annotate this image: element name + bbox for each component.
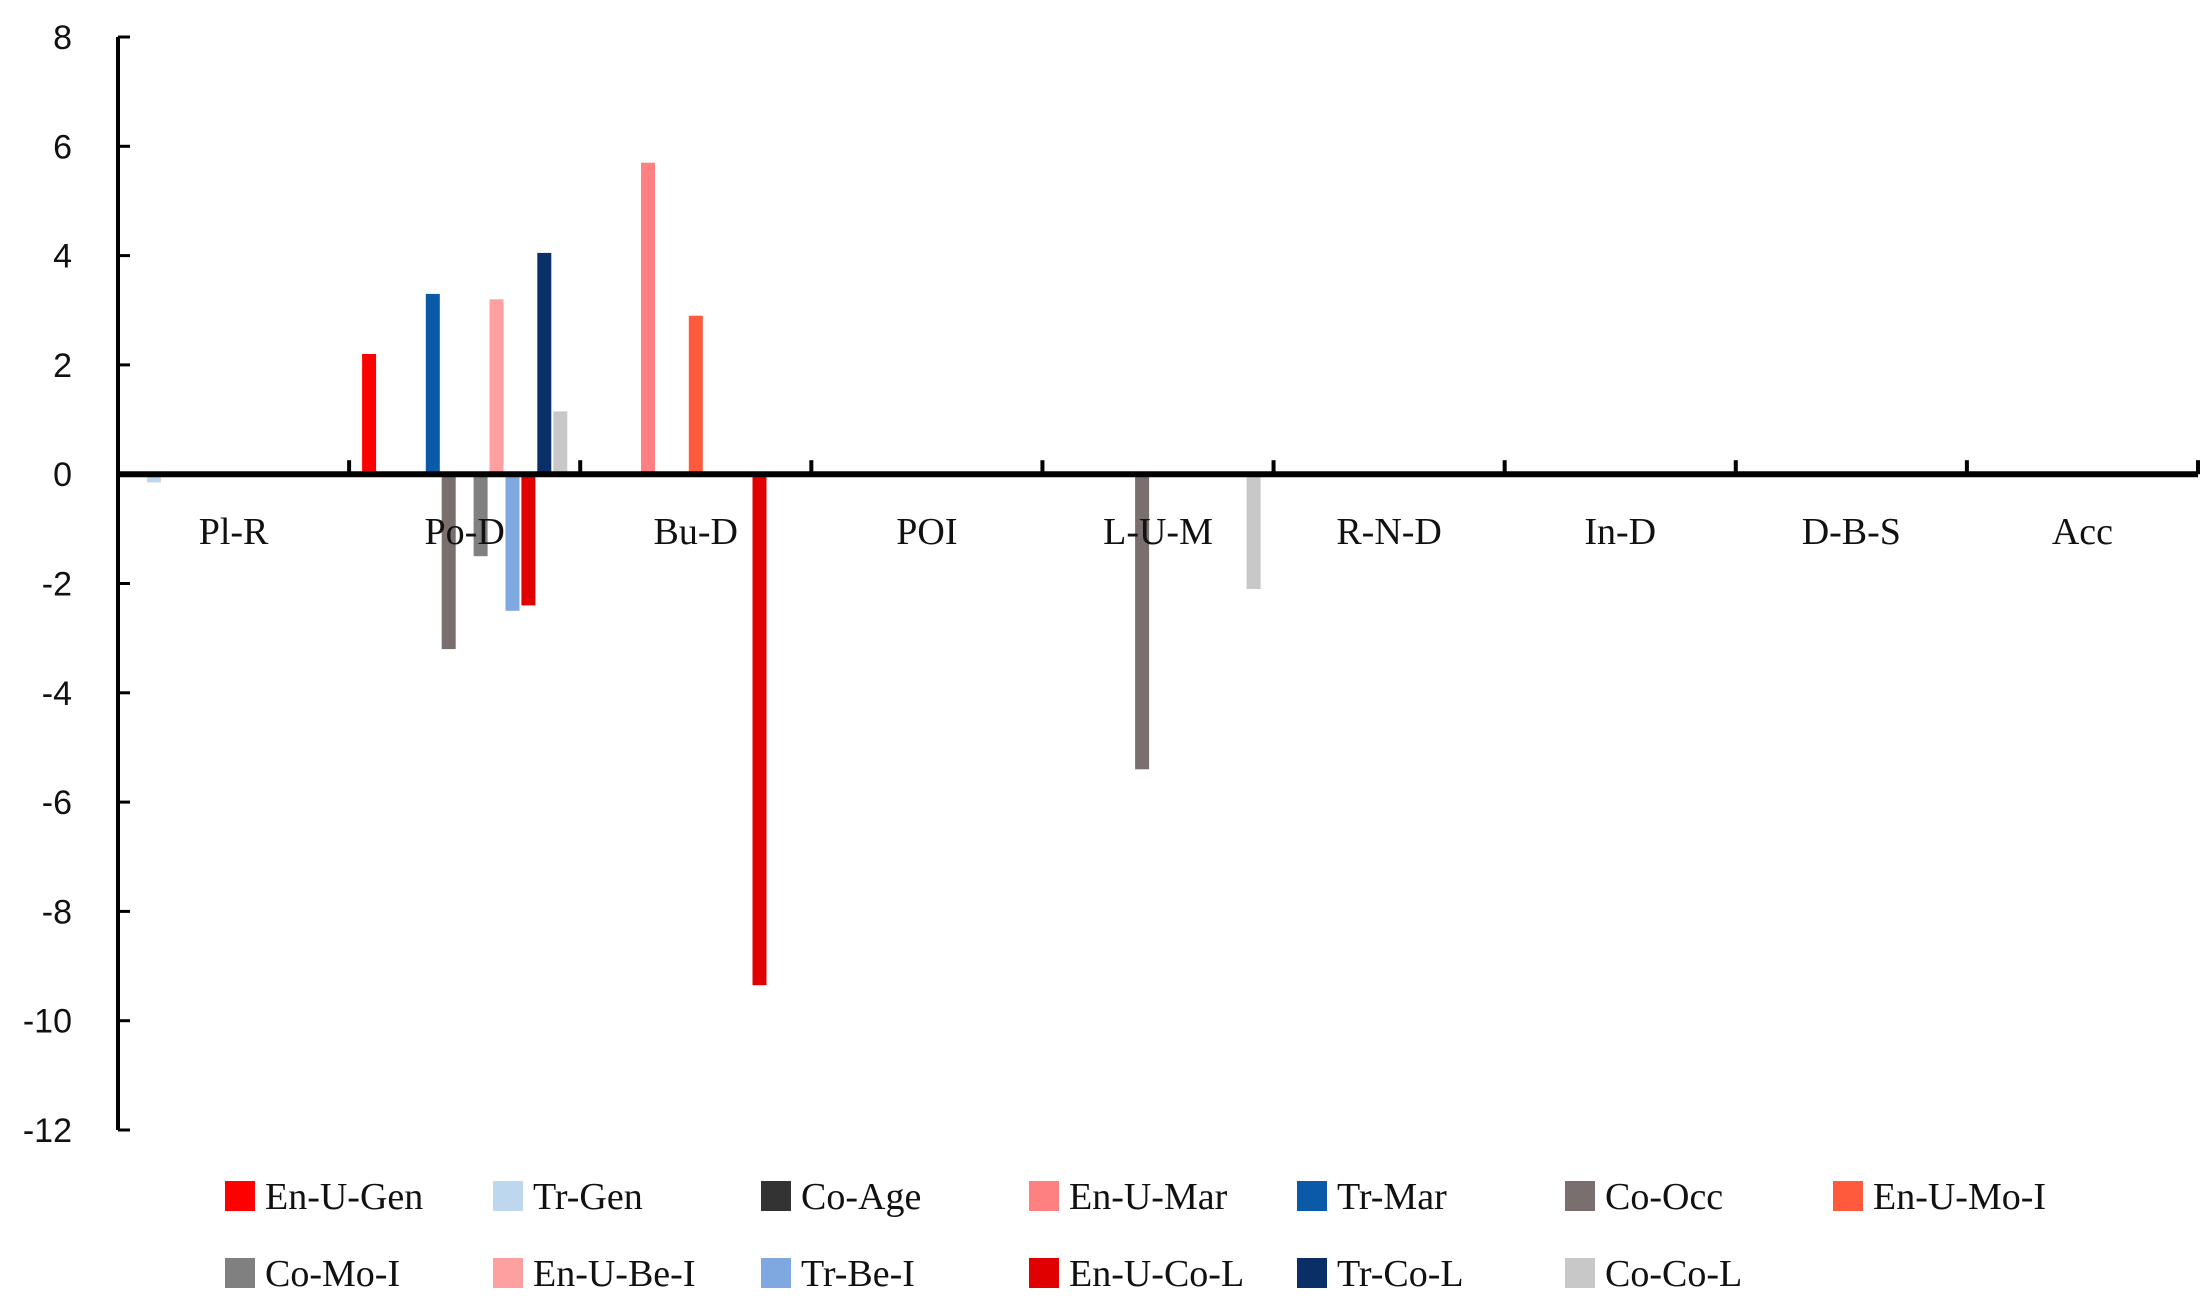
- x-category-label: In-D: [1584, 511, 1656, 553]
- x-category-label: Bu-D: [654, 511, 738, 553]
- x-category-label: Acc: [2052, 511, 2113, 553]
- y-tick-label: -2: [42, 566, 72, 604]
- legend-item: Co-Mo-I: [225, 1253, 400, 1295]
- legend-swatch: [1833, 1181, 1863, 1211]
- bars-layer: [146, 162, 2106, 986]
- x-category-label: L-U-M: [1103, 511, 1213, 553]
- y-tick-label: -4: [42, 675, 72, 713]
- legend-swatch: [761, 1258, 791, 1288]
- bar-en-u-co-l-bu-d: [752, 474, 767, 986]
- bar-en-u-gen-po-d: [362, 354, 377, 475]
- legend-label: Tr-Gen: [533, 1176, 643, 1218]
- legend-item: Tr-Mar: [1297, 1176, 1447, 1218]
- y-tick-label: 4: [53, 238, 72, 276]
- legend-item: Co-Age: [761, 1176, 921, 1218]
- legend-item: En-U-Be-I: [493, 1253, 695, 1295]
- bar-co-occ-po-d: [441, 474, 456, 650]
- legend: En-U-Gen Tr-Gen Co-Age En-U-Mar Tr-Mar Co-Occ…: [225, 1176, 2046, 1295]
- bar-tr-co-l-po-d: [537, 252, 552, 475]
- legend-label: En-U-Be-I: [533, 1253, 695, 1295]
- labels-layer: 8 6 4 2 0 -2 -4 -6 -8 -10 -12 Pl-R Po-D Bu-D POI L-U-M R…: [23, 19, 2113, 1150]
- legend-item: Tr-Co-L: [1297, 1253, 1464, 1295]
- legend-label: Tr-Co-L: [1337, 1253, 1464, 1295]
- bar-tr-gen-pl-r: [146, 474, 161, 483]
- bar-co-co-l-po-d: [553, 411, 568, 475]
- y-tick-label: -12: [23, 1112, 72, 1150]
- y-tick-label: 6: [53, 128, 72, 166]
- y-tick-label: 8: [53, 19, 72, 57]
- bar-co-co-l-l-u-m: [1246, 474, 1261, 589]
- bar-en-u-co-l-po-d: [521, 474, 536, 606]
- bar-co-occ-l-u-m: [1135, 474, 1150, 770]
- bar-en-u-mar-bu-d: [641, 162, 655, 475]
- legend-label: Co-Mo-I: [265, 1253, 400, 1295]
- legend-label: En-U-Mar: [1069, 1176, 1228, 1218]
- legend-label: Co-Age: [801, 1176, 921, 1218]
- legend-swatch: [225, 1258, 255, 1288]
- legend-item: En-U-Mo-I: [1833, 1176, 2046, 1218]
- bar-co-mo-i-po-d: [473, 474, 488, 557]
- bar-en-u-be-i-po-d: [489, 299, 504, 475]
- legend-item: Tr-Gen: [493, 1176, 643, 1218]
- legend-label: En-U-Gen: [265, 1176, 423, 1218]
- x-category-label: Po-D: [425, 511, 505, 553]
- legend-swatch: [761, 1181, 791, 1211]
- y-tick-label: -6: [42, 784, 72, 822]
- y-tick-label: -10: [23, 1003, 72, 1041]
- legend-swatch: [1297, 1181, 1327, 1211]
- legend-item: Tr-Be-I: [761, 1253, 915, 1295]
- legend-swatch: [1565, 1258, 1595, 1288]
- y-tick-label: 2: [53, 347, 72, 385]
- legend-label: En-U-Co-L: [1069, 1253, 1244, 1295]
- y-tick-label: -8: [42, 893, 72, 931]
- x-category-label: Pl-R: [199, 511, 269, 553]
- legend-item: Co-Occ: [1565, 1176, 1723, 1218]
- legend-label: En-U-Mo-I: [1873, 1176, 2046, 1218]
- bar-tr-mar-po-d: [425, 293, 440, 475]
- legend-label: Co-Co-L: [1605, 1253, 1742, 1295]
- legend-item: En-U-Co-L: [1029, 1253, 1244, 1295]
- legend-swatch: [1029, 1258, 1059, 1288]
- x-category-label: POI: [896, 511, 957, 553]
- legend-swatch: [1297, 1258, 1327, 1288]
- legend-item: Co-Co-L: [1565, 1253, 1742, 1295]
- y-tick-label: 0: [53, 456, 72, 494]
- legend-swatch: [493, 1181, 523, 1211]
- legend-swatch: [225, 1181, 255, 1211]
- legend-swatch: [493, 1258, 523, 1288]
- bar-en-u-mo-i-bu-d: [688, 315, 703, 475]
- x-category-label: R-N-D: [1336, 511, 1442, 553]
- legend-swatch: [1029, 1181, 1059, 1211]
- axes-layer: [116, 35, 2200, 1132]
- legend-label: Tr-Mar: [1337, 1176, 1447, 1218]
- bar-tr-be-i-po-d: [505, 474, 520, 611]
- x-category-label: D-B-S: [1802, 511, 1901, 553]
- legend-swatch: [1565, 1181, 1595, 1211]
- legend-item: En-U-Mar: [1029, 1176, 1228, 1218]
- legend-label: Co-Occ: [1605, 1176, 1723, 1218]
- legend-item: En-U-Gen: [225, 1176, 423, 1218]
- legend-label: Tr-Be-I: [801, 1253, 915, 1295]
